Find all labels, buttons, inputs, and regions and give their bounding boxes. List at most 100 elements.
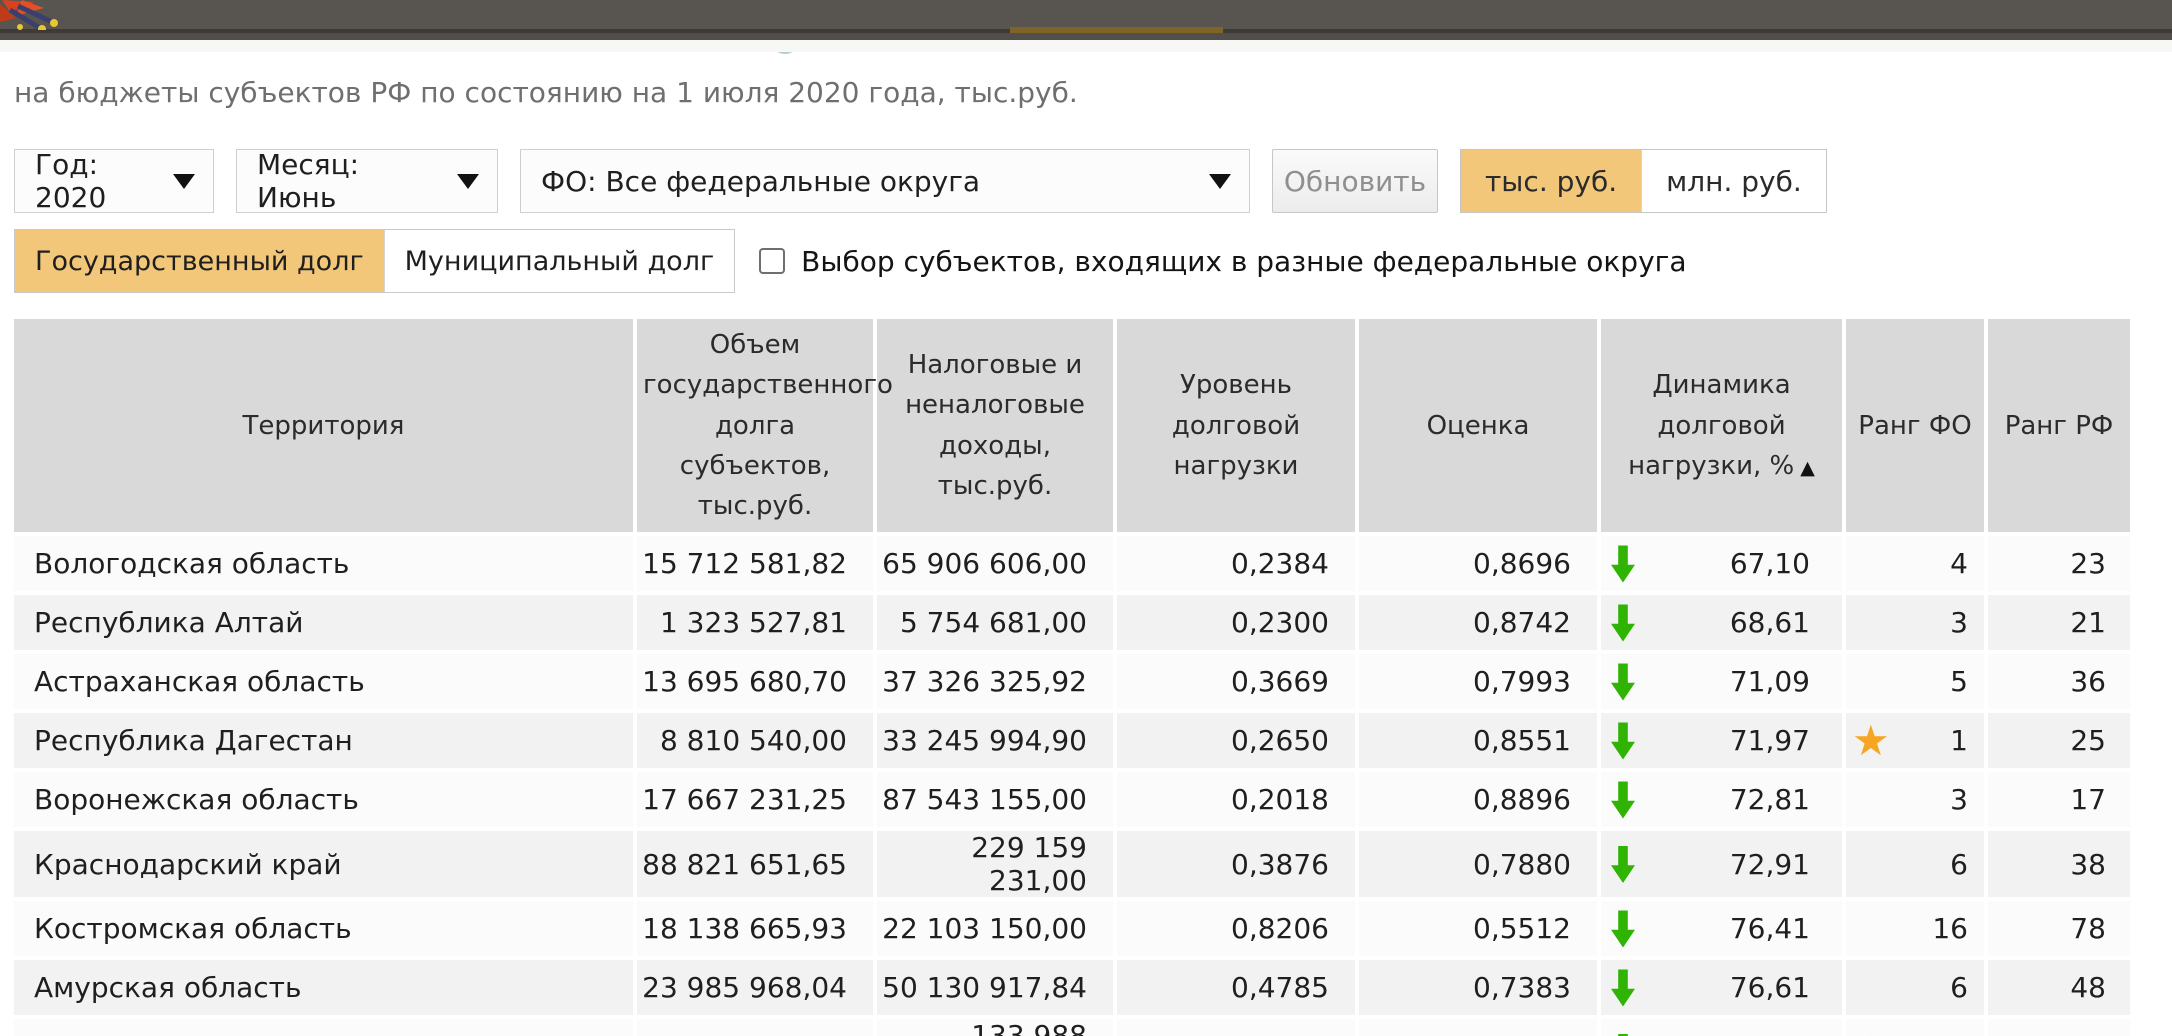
month-select[interactable]: Месяц: Июнь (236, 148, 498, 214)
subjects-filter-checkbox[interactable] (759, 248, 786, 274)
trend-down-icon (1611, 545, 1635, 583)
territory-cell: Костромская область (14, 901, 633, 957)
col-header-rank-rf[interactable]: Ранг РФ (1988, 319, 2130, 533)
rank-fo-cell: 5 (1846, 654, 1984, 710)
units-millions-option[interactable]: млн. руб. (1641, 150, 1826, 212)
trend-down-icon (1611, 1033, 1635, 1036)
rank-rf-cell: 48 (1988, 960, 2130, 1016)
territory-cell: Краснодарский край (14, 831, 633, 898)
trend-down-icon (1611, 845, 1635, 883)
debt-level-cell: 0,2650 (1117, 713, 1355, 769)
chevron-down-icon (457, 173, 479, 189)
rank-fo-cell: 6 (1846, 960, 1984, 1016)
trend-down-icon (1611, 910, 1635, 948)
debt-cell: 15 712 581,82 (637, 536, 873, 592)
table-row: Краснодарский край 88 821 651,65 229 159… (14, 831, 2130, 898)
star-icon (1852, 720, 1890, 762)
table-row: Республика Дагестан 8 810 540,00 33 245 … (14, 713, 2130, 769)
dynamics-cell: 77,09 (1601, 1019, 1842, 1036)
dynamics-cell: 67,10 (1601, 536, 1842, 592)
dynamics-cell: 71,97 (1601, 713, 1842, 769)
star-icon (1852, 1031, 1890, 1036)
debt-cell: 23 985 968,04 (637, 960, 873, 1016)
debt-type-row: Государственный долг Муниципальный долг … (14, 229, 2172, 293)
col-header-score[interactable]: Оценка (1359, 319, 1597, 533)
rank-rf-cell: 21 (1988, 595, 2130, 651)
dynamics-cell: 71,09 (1601, 654, 1842, 710)
trend-down-icon (1611, 604, 1635, 642)
debt-level-cell: 0,3669 (1117, 654, 1355, 710)
table-row: Воронежская область 17 667 231,25 87 543… (14, 772, 2130, 828)
rank-fo-cell: 1 (1846, 1019, 1984, 1036)
rank-rf-cell: 25 (1988, 713, 2130, 769)
page-subtitle: на бюджеты субъектов РФ по состоянию на … (14, 76, 1078, 109)
table-row: Вологодская область 15 712 581,82 65 906… (14, 536, 2130, 592)
col-header-dynamics[interactable]: Динамика долговой нагрузки, % ▲ (1601, 319, 1842, 533)
territory-cell: Республика Алтай (14, 595, 633, 651)
debt-level-cell: 0,2018 (1117, 772, 1355, 828)
table-row: Ленинградская область 2 777 712,27 133 9… (14, 1019, 2130, 1036)
debt-level-cell: 0,4785 (1117, 960, 1355, 1016)
revenue-cell: 37 326 325,92 (877, 654, 1113, 710)
year-select[interactable]: Год: 2020 (14, 148, 214, 214)
debt-cell: 13 695 680,70 (637, 654, 873, 710)
debt-level-cell: 0,0207 (1117, 1019, 1355, 1036)
col-header-debt-level[interactable]: Уровень долговой нагрузки (1117, 319, 1355, 533)
debt-cell: 1 323 527,81 (637, 595, 873, 651)
col-header-revenues[interactable]: Налоговые и неналоговые доходы, тыс.руб. (877, 319, 1113, 533)
active-nav-underline (1010, 27, 1223, 33)
rank-rf-cell: 78 (1988, 901, 2130, 957)
rank-rf-cell: 17 (1988, 772, 2130, 828)
revenue-cell: 87 543 155,00 (877, 772, 1113, 828)
tab-state-debt[interactable]: Государственный долг (15, 230, 384, 292)
debt-cell: 8 810 540,00 (637, 713, 873, 769)
col-header-rank-fo[interactable]: Ранг ФО (1846, 319, 1984, 533)
rank-rf-cell: 36 (1988, 654, 2130, 710)
debt-table: Территория Объем государственного долга … (10, 315, 2134, 1036)
revenue-cell: 22 103 150,00 (877, 901, 1113, 957)
units-thousands-option[interactable]: тыс. руб. (1461, 150, 1642, 212)
rank-fo-cell: 4 (1846, 536, 1984, 592)
revenue-cell: 133 988 650,70 (877, 1019, 1113, 1036)
revenue-cell: 229 159 231,00 (877, 831, 1113, 898)
rank-fo-cell: 1 (1846, 713, 1984, 769)
rank-fo-cell: 16 (1846, 901, 1984, 957)
rank-fo-cell: 3 (1846, 595, 1984, 651)
score-cell: 0,7993 (1359, 654, 1597, 710)
site-logo-firework-icon (0, 0, 58, 30)
trend-down-icon (1611, 969, 1635, 1007)
debt-cell: 88 821 651,65 (637, 831, 873, 898)
table-row: Республика Алтай 1 323 527,81 5 754 681,… (14, 595, 2130, 651)
table-header-row: Территория Объем государственного долга … (14, 319, 2130, 533)
debt-level-cell: 0,3876 (1117, 831, 1355, 898)
rank-fo-cell: 6 (1846, 831, 1984, 898)
refresh-button[interactable]: Обновить (1272, 149, 1438, 213)
rank-rf-cell: 23 (1988, 536, 2130, 592)
territory-cell: Республика Дагестан (14, 713, 633, 769)
top-nav-bar-lower (0, 33, 2172, 40)
debt-level-cell: 0,2300 (1117, 595, 1355, 651)
table-row: Астраханская область 13 695 680,70 37 32… (14, 654, 2130, 710)
rank-rf-cell: 4 (1988, 1019, 2130, 1036)
trend-down-icon (1611, 722, 1635, 760)
col-header-territory[interactable]: Территория (14, 319, 633, 533)
debt-cell: 18 138 665,93 (637, 901, 873, 957)
chevron-down-icon (1209, 173, 1231, 189)
top-light-strip (0, 40, 2172, 52)
dynamics-cell: 72,81 (1601, 772, 1842, 828)
score-cell: 0,9887 (1359, 1019, 1597, 1036)
col-header-debt-volume[interactable]: Объем государственного долга субъектов, … (637, 319, 893, 533)
federal-district-select[interactable]: ФО: Все федеральные округа (520, 149, 1250, 213)
dynamics-cell: 68,61 (1601, 595, 1842, 651)
debt-cell: 2 777 712,27 (637, 1019, 873, 1036)
units-toggle: тыс. руб. млн. руб. (1460, 149, 1827, 213)
debt-cell: 17 667 231,25 (637, 772, 873, 828)
trend-down-icon (1611, 781, 1635, 819)
territory-cell: Воронежская область (14, 772, 633, 828)
top-nav-bar (0, 0, 2172, 29)
tab-municipal-debt[interactable]: Муниципальный долг (383, 230, 735, 292)
content-area: Уровень долговой нагрузки регионов на бю… (0, 40, 2172, 1036)
score-cell: 0,8742 (1359, 595, 1597, 651)
territory-cell: Амурская область (14, 960, 633, 1016)
